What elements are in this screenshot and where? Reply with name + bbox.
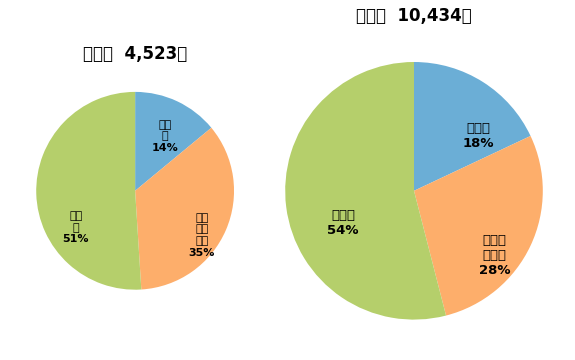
Text: 脳卒中
54%: 脳卒中 54% [327,209,359,237]
Wedge shape [285,62,446,320]
Text: 虚血
性心
疾患
35%: 虚血 性心 疾患 35% [189,213,215,258]
Text: 肺がん
18%: 肺がん 18% [463,122,494,150]
Title: 男性：  4,523人: 男性： 4,523人 [83,45,187,63]
Wedge shape [135,92,212,191]
Wedge shape [414,62,531,191]
Wedge shape [36,92,141,290]
Wedge shape [414,136,543,316]
Text: 肺が
ん
14%: 肺が ん 14% [151,120,178,153]
Wedge shape [135,128,234,289]
Text: 脳卒
中
51%: 脳卒 中 51% [63,211,89,244]
Title: 女性：  10,434人: 女性： 10,434人 [356,8,472,26]
Text: 虚血性
心疾患
28%: 虚血性 心疾患 28% [479,234,510,277]
